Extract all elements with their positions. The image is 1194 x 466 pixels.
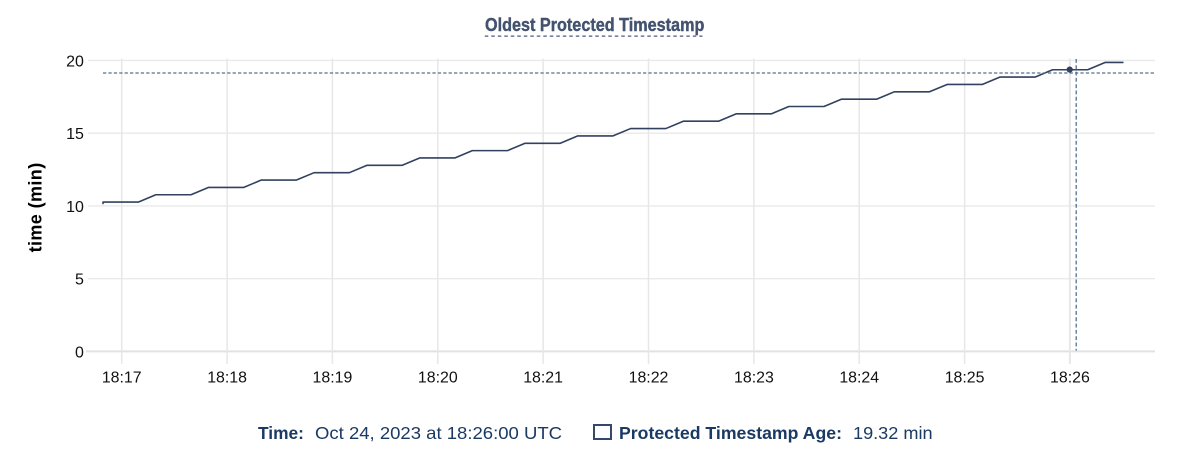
svg-text:18:24: 18:24: [839, 369, 879, 386]
svg-text:time (min): time (min): [26, 162, 46, 252]
svg-text:18:18: 18:18: [207, 369, 247, 386]
svg-text:18:21: 18:21: [523, 369, 563, 386]
svg-text:15: 15: [66, 126, 84, 143]
svg-text:18:25: 18:25: [945, 369, 985, 386]
svg-text:18:23: 18:23: [734, 369, 774, 386]
svg-text:18:19: 18:19: [313, 369, 353, 386]
svg-text:18:20: 18:20: [418, 369, 458, 386]
svg-text:18:22: 18:22: [629, 369, 669, 386]
svg-text:18:17: 18:17: [102, 369, 142, 386]
svg-text:10: 10: [66, 199, 84, 216]
svg-text:18:26: 18:26: [1050, 369, 1090, 386]
svg-text:5: 5: [75, 272, 84, 289]
svg-text:20: 20: [66, 53, 84, 70]
svg-text:0: 0: [75, 344, 84, 361]
